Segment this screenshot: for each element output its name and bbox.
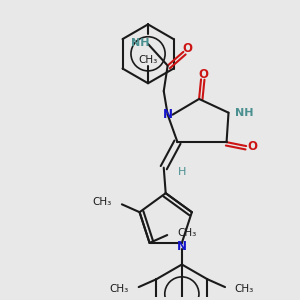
Text: O: O — [198, 68, 208, 81]
Text: O: O — [247, 140, 257, 153]
Text: N: N — [163, 108, 173, 121]
Text: CH₃: CH₃ — [177, 228, 196, 238]
Text: CH₃: CH₃ — [138, 55, 158, 65]
Text: O: O — [182, 42, 192, 56]
Text: NH: NH — [131, 38, 149, 48]
Text: N: N — [177, 240, 187, 253]
Text: H: H — [178, 167, 186, 177]
Text: CH₃: CH₃ — [93, 197, 112, 207]
Text: CH₃: CH₃ — [235, 284, 254, 294]
Text: CH₃: CH₃ — [110, 284, 129, 294]
Text: NH: NH — [236, 108, 254, 118]
